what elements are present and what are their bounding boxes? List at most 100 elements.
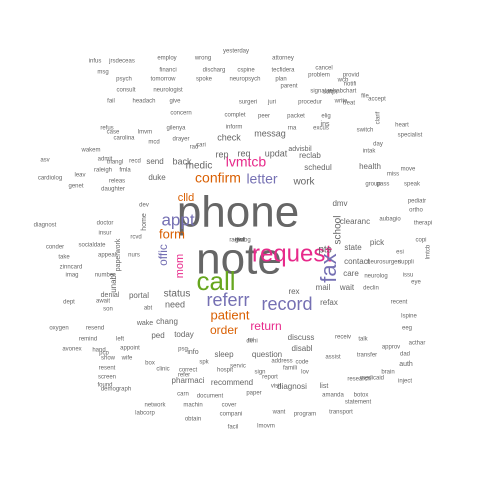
word-updat: updat [265, 148, 288, 158]
word-lmovm: lmovm [257, 424, 275, 430]
word-transfer: transfer [357, 353, 377, 359]
word-daughter: daughter [101, 187, 125, 193]
word-eval: eval [234, 238, 245, 244]
word-group: group [365, 182, 381, 188]
word-juri: juri [267, 100, 276, 106]
word-assist: assist [325, 355, 341, 361]
word-excus: excus [313, 126, 329, 132]
word-rehabchart: rehabchart [328, 89, 357, 95]
word-hand: hand [92, 348, 105, 354]
word-switch: switch [357, 128, 374, 134]
word-conder: conder [46, 245, 64, 251]
word-refus: refus [100, 126, 113, 132]
word-msg: msg [97, 70, 108, 76]
word-medicaid: medicaid [360, 376, 384, 382]
word-lspine: lspine [401, 314, 417, 320]
word-plan: plan [275, 77, 286, 83]
word-call: call [196, 266, 235, 296]
word-chang: chang [156, 317, 178, 326]
word-imag: imag [65, 273, 78, 279]
word-discharg: discharg [203, 68, 226, 74]
word-elig: elig [321, 114, 330, 120]
word-check: check [217, 132, 241, 142]
word-eeg: eeg [402, 326, 412, 332]
word-state: state [344, 243, 362, 252]
word-headach: headach [132, 99, 155, 105]
word-ortho: ortho [409, 208, 423, 214]
word-order: order [210, 323, 238, 337]
word-givr: givr [235, 238, 245, 244]
word-parent: parent [280, 84, 297, 90]
word-triangl: triangl [107, 160, 123, 166]
word-fail: fail [107, 99, 115, 105]
word-move: move [401, 167, 416, 173]
word-receiv: receiv [335, 335, 351, 341]
word-complet: complet [224, 113, 245, 119]
word-sleep: sleep [214, 350, 234, 359]
word-tecfidera: tecfidera [271, 68, 295, 74]
word-number: number [95, 273, 115, 279]
word-tomorrow: tomorrow [150, 77, 176, 83]
word-pts: pts [318, 245, 331, 256]
word-ins: ins [321, 121, 330, 128]
word-show: show [101, 356, 116, 362]
word-pick: pick [370, 238, 385, 247]
word-auth: auth [399, 361, 413, 368]
word-labcorp: labcorp [135, 411, 155, 417]
word-wait: wait [339, 283, 355, 292]
word-box: box [145, 361, 155, 367]
word-financi: financi [159, 68, 176, 74]
word-nurs: nurs [128, 253, 140, 259]
word-eye: eye [411, 280, 421, 286]
word-sign: sign [254, 370, 265, 376]
word-back: back [172, 156, 192, 166]
word-fmla: fmla [119, 168, 131, 174]
word-offic: offic [156, 244, 170, 266]
word-pediatr: pediatr [408, 199, 426, 205]
word-socialdate: socialdate [78, 243, 106, 249]
word-letter: letter [246, 171, 277, 187]
word-talk: talk [358, 337, 368, 343]
word-lov: lov [301, 370, 309, 376]
word-test: test [235, 238, 245, 244]
word-script: script [323, 90, 338, 96]
word-asv: asv [40, 158, 49, 164]
word-heart: heart [395, 123, 409, 129]
word-intak: intak [363, 149, 377, 155]
word-obtain: obtain [185, 417, 201, 423]
word-duke: duke [148, 173, 166, 182]
word-gilenya: gilenya [166, 126, 186, 132]
word-refax: refax [320, 298, 338, 307]
word-brain: brain [381, 370, 394, 376]
word-request: request [252, 240, 332, 267]
word-record: record [261, 294, 312, 314]
word-document: document [197, 394, 224, 400]
word-today: today [174, 330, 194, 339]
word-insur: insur [98, 231, 111, 237]
word-cspine: cspine [237, 68, 255, 74]
word-report: report [262, 375, 278, 381]
word-dept: dept [63, 300, 75, 306]
word-advisbil: advisbil [288, 146, 312, 153]
word-code: code [295, 360, 309, 366]
word-cari: cari [196, 143, 206, 149]
word-case: case [107, 130, 120, 136]
word-inject: inject [398, 379, 412, 385]
word-req: req [237, 148, 250, 158]
word-wrong: wrong [194, 56, 211, 62]
word-amanda: amanda [322, 393, 344, 399]
word-patient: patient [210, 307, 249, 322]
word-rex: rex [288, 287, 299, 296]
word-abt: abt [144, 306, 153, 312]
word-research: research [347, 377, 370, 383]
word-disabl: disabl [292, 344, 313, 353]
word-compani: compani [220, 412, 243, 418]
word-deni: deni [246, 339, 257, 345]
word-left: left [116, 337, 124, 343]
word-procedur: procedur [298, 100, 322, 106]
word-psych: psych [116, 77, 132, 83]
word-therapi: therapi [414, 221, 432, 227]
word-appoint: appoint [120, 346, 140, 352]
word-miss: miss [387, 172, 399, 178]
